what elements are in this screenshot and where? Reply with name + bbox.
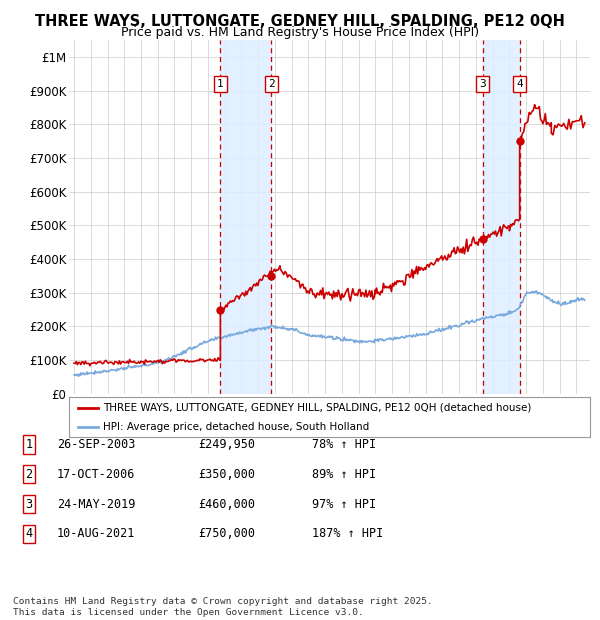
Text: 2: 2 <box>268 79 275 89</box>
Text: 3: 3 <box>479 79 486 89</box>
Text: 97% ↑ HPI: 97% ↑ HPI <box>312 498 376 510</box>
Text: £460,000: £460,000 <box>198 498 255 510</box>
Text: £750,000: £750,000 <box>198 528 255 540</box>
Bar <box>482 40 520 394</box>
Text: 4: 4 <box>516 79 523 89</box>
Text: 1: 1 <box>217 79 224 89</box>
Text: 10-AUG-2021: 10-AUG-2021 <box>57 528 136 540</box>
Text: 2: 2 <box>25 468 32 481</box>
Text: 26-SEP-2003: 26-SEP-2003 <box>57 438 136 451</box>
Text: Contains HM Land Registry data © Crown copyright and database right 2025.
This d: Contains HM Land Registry data © Crown c… <box>13 598 433 617</box>
Text: THREE WAYS, LUTTONGATE, GEDNEY HILL, SPALDING, PE12 0QH: THREE WAYS, LUTTONGATE, GEDNEY HILL, SPA… <box>35 14 565 29</box>
Text: 89% ↑ HPI: 89% ↑ HPI <box>312 468 376 481</box>
Text: Price paid vs. HM Land Registry's House Price Index (HPI): Price paid vs. HM Land Registry's House … <box>121 26 479 39</box>
Text: £249,950: £249,950 <box>198 438 255 451</box>
Text: 4: 4 <box>25 528 32 540</box>
Text: 1: 1 <box>25 438 32 451</box>
Text: THREE WAYS, LUTTONGATE, GEDNEY HILL, SPALDING, PE12 0QH (detached house): THREE WAYS, LUTTONGATE, GEDNEY HILL, SPA… <box>103 402 531 413</box>
Text: 78% ↑ HPI: 78% ↑ HPI <box>312 438 376 451</box>
Bar <box>220 40 271 394</box>
Text: HPI: Average price, detached house, South Holland: HPI: Average price, detached house, Sout… <box>103 422 369 432</box>
Text: 3: 3 <box>25 498 32 510</box>
Text: £350,000: £350,000 <box>198 468 255 481</box>
Text: 187% ↑ HPI: 187% ↑ HPI <box>312 528 383 540</box>
Text: 24-MAY-2019: 24-MAY-2019 <box>57 498 136 510</box>
Text: 17-OCT-2006: 17-OCT-2006 <box>57 468 136 481</box>
